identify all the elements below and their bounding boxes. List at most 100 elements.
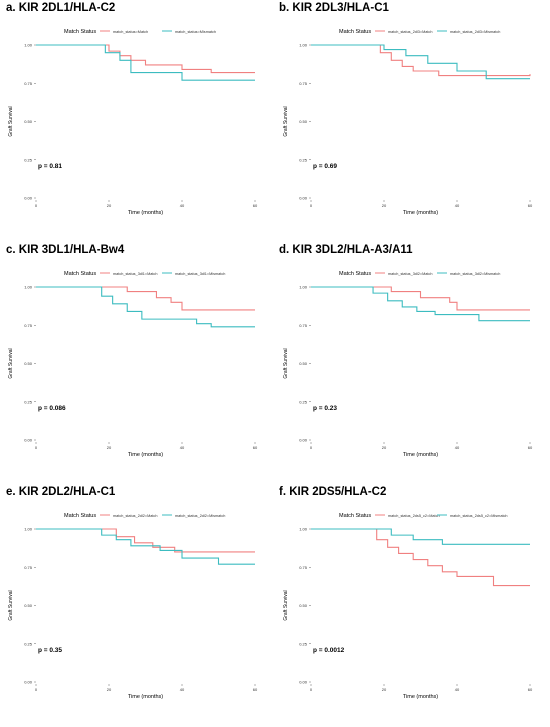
survival-curve-mismatch [311,286,530,322]
x-axis-label: Time (months) [403,452,438,458]
y-tick-label: 1.00 [299,285,308,290]
x-tick-label: 20 [382,203,387,208]
x-tick-label: 20 [107,203,112,208]
legend-entry: match_status_2dl3=Match [388,30,432,34]
x-axis-label: Time (months) [128,452,163,458]
y-axis-label: Graft Survival [283,348,289,378]
survival-curve-match [311,286,530,311]
survival-curve-match [36,286,255,311]
x-tick-label: 40 [180,203,185,208]
y-axis-label: Graft Survival [283,590,289,620]
y-tick-label: 0.50 [24,361,33,366]
panel-title: d. KIR 3DL2/HLA-A3/A11 [279,244,413,256]
y-axis-label: Graft Survival [8,106,14,136]
survival-curve-mismatch [311,44,530,80]
x-tick-label: 20 [107,445,112,450]
legend-entry: match_status_2ds5_c2=Match [388,514,440,518]
y-axis-label: Graft Survival [8,590,14,620]
survival-curve-mismatch [36,44,255,81]
legend-entry: match_status_3dl1=Match [113,272,157,276]
panel-title: b. KIR 2DL3/HLA-C1 [279,2,389,14]
p-value: p = 0.23 [313,405,337,412]
x-tick-label: 60 [253,445,258,450]
legend-title: Match Status [64,29,96,35]
p-value: p = 0.35 [38,647,62,654]
y-tick-label: 0.50 [24,603,33,608]
survival-curve-match [36,44,255,74]
x-tick-label: 40 [455,203,460,208]
panel-title: a. KIR 2DL1/HLA-C2 [6,2,116,14]
y-tick-label: 0.00 [299,438,308,443]
legend-entry: match_status_2dl2=Match [113,514,157,518]
y-axis-label: Graft Survival [8,348,14,378]
x-tick-label: 0 [310,445,313,450]
y-tick-label: 0.25 [299,641,308,646]
y-tick-label: 0.25 [24,399,33,404]
p-value: p = 0.69 [313,163,337,170]
panel-b: b. KIR 2DL3/HLA-C1 Match Status match_sta… [275,0,550,242]
x-tick-label: 0 [35,203,38,208]
x-axis-label: Time (months) [128,210,163,216]
x-tick-label: 60 [528,203,533,208]
legend: Match Status match_status_2ds5_c2=Match ma… [339,513,508,519]
y-tick-label: 0.75 [299,565,308,570]
legend-title: Match Status [339,29,371,35]
panel-f: f. KIR 2DS5/HLA-C2 Match Status match_sta… [275,484,550,726]
legend-entry: match_status_2ds5_c2=Mismatch [450,514,508,518]
x-axis-label: Time (months) [403,210,438,216]
km-chart-d: Match Status match_status_3dl2=Match match… [283,271,533,458]
y-tick-label: 0.75 [299,81,308,86]
survival-curve-match [311,44,531,77]
y-tick-label: 0.75 [24,565,33,570]
y-tick-label: 0.50 [24,119,33,124]
km-chart-b: Match Status match_status_2dl3=Match match… [283,29,533,216]
p-value: p = 0.0012 [313,647,345,654]
legend: Match Status match_status_3dl2=Match match… [339,271,500,277]
legend-entry: match_status_3dl2=Match [388,272,432,276]
y-tick-label: 0.50 [299,119,308,124]
x-tick-label: 40 [455,687,460,692]
km-chart-e: Match Status match_status_2dl2=Match match… [8,513,258,700]
panel-e: e. KIR 2DL2/HLA-C1 Match Status match_sta… [0,484,275,726]
panel-c: c. KIR 3DL1/HLA-Bw4 Match Status match_st… [0,242,275,484]
x-tick-label: 40 [180,445,185,450]
legend-entry: match_status_2dl2=Mismatch [175,514,225,518]
survival-curve-mismatch [36,286,255,328]
survival-curve-mismatch [36,528,255,565]
panel-d: d. KIR 3DL2/HLA-A3/A11 Match Status match… [275,242,550,484]
y-tick-label: 0.75 [299,323,308,328]
y-tick-label: 0.00 [299,196,308,201]
y-tick-label: 1.00 [299,527,308,532]
panel-title: e. KIR 2DL2/HLA-C1 [6,486,116,498]
survival-curve-mismatch [311,528,530,545]
legend-entry: match_status_2dl3=Mismatch [450,30,500,34]
y-tick-label: 0.00 [24,680,33,685]
legend-entry: match_status_3dl1=Mismatch [175,272,225,276]
y-tick-label: 1.00 [24,285,33,290]
y-tick-label: 0.75 [24,323,33,328]
x-tick-label: 60 [528,445,533,450]
legend-entry: match_status=Match [113,30,148,34]
x-tick-label: 20 [107,687,112,692]
x-tick-label: 60 [528,687,533,692]
y-tick-label: 0.25 [299,157,308,162]
legend-title: Match Status [64,271,96,277]
y-tick-label: 1.00 [24,527,33,532]
y-tick-label: 0.00 [24,196,33,201]
panel-title: f. KIR 2DS5/HLA-C2 [279,486,387,498]
x-tick-label: 60 [253,203,258,208]
legend-title: Match Status [64,513,96,519]
y-tick-label: 1.00 [24,43,33,48]
panel-title: c. KIR 3DL1/HLA-Bw4 [6,244,125,256]
legend: Match Status match_status=Match match_stat… [64,29,216,35]
legend-title: Match Status [339,513,371,519]
x-tick-label: 0 [310,203,313,208]
km-chart-f: Match Status match_status_2ds5_c2=Match ma… [283,513,533,700]
survival-curve-match [36,528,255,553]
p-value: p = 0.086 [38,405,66,412]
y-tick-label: 0.75 [24,81,33,86]
legend-entry: match_status_3dl2=Mismatch [450,272,500,276]
x-tick-label: 20 [382,445,387,450]
x-tick-label: 40 [180,687,185,692]
survival-curve-match [311,528,530,587]
